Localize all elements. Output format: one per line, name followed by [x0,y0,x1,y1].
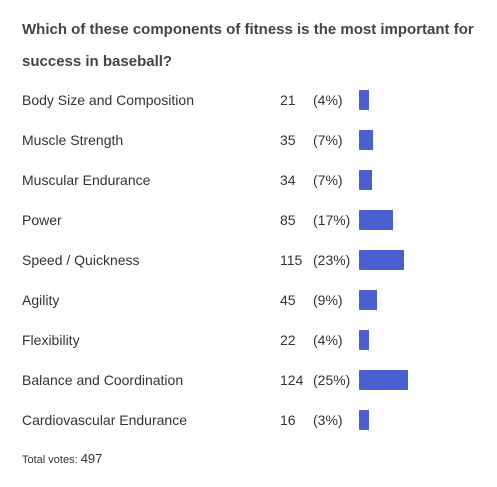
result-bar [359,370,408,390]
vote-percent: (7%) [313,132,343,148]
vote-count: 124 [280,372,304,388]
poll-row: Muscular Endurance 34 (7%) [22,161,490,201]
total-votes-value: 497 [80,451,103,466]
vote-count: 16 [280,412,296,428]
option-label: Cardiovascular Endurance [22,412,187,428]
vote-percent: (17%) [313,212,351,228]
option-label: Speed / Quickness [22,252,140,268]
option-label: Power [22,212,62,228]
vote-percent: (25%) [313,372,351,388]
poll-row: Flexibility 22 (4%) [22,321,490,361]
vote-count: 115 [280,252,303,268]
option-label: Flexibility [22,332,80,348]
poll-row: Power 85 (17%) [22,201,490,241]
option-label: Balance and Coordination [22,372,184,388]
vote-percent: (3%) [313,412,343,428]
total-votes-label: Total votes: [22,454,78,466]
option-label: Body Size and Composition [22,92,194,108]
result-bar [359,90,369,110]
vote-count: 34 [280,172,296,188]
result-bar [359,210,393,230]
vote-percent: (23%) [313,252,351,268]
option-label: Muscle Strength [22,132,124,148]
poll-row: Agility 45 (9%) [22,281,490,321]
vote-percent: (4%) [313,92,343,108]
vote-count: 85 [280,212,296,228]
result-bar [359,290,377,310]
vote-count: 22 [280,332,296,348]
option-label: Muscular Endurance [22,172,151,188]
poll-row: Speed / Quickness 115 (23%) [22,241,490,281]
vote-percent: (7%) [313,172,343,188]
poll-widget: Which of these components of fitness is … [22,0,492,487]
option-label: Agility [22,292,60,308]
result-bar [359,330,369,350]
vote-count: 35 [280,132,296,148]
result-bar [359,170,372,190]
poll-question: Which of these components of fitness is … [22,21,474,70]
result-bar [359,130,373,150]
vote-percent: (4%) [313,332,343,348]
result-bar [359,410,369,430]
poll-row: Body Size and Composition 21 (4%) [22,81,490,121]
poll-row: Muscle Strength 35 (7%) [22,121,490,161]
poll-row: Cardiovascular Endurance 16 (3%) [22,401,490,441]
result-bar [359,250,404,270]
poll-row: Balance and Coordination 124 (25%) [22,361,490,401]
vote-count: 21 [280,92,296,108]
total-votes: Total votes: 497 [22,451,102,466]
vote-percent: (9%) [313,292,343,308]
vote-count: 45 [280,292,296,308]
